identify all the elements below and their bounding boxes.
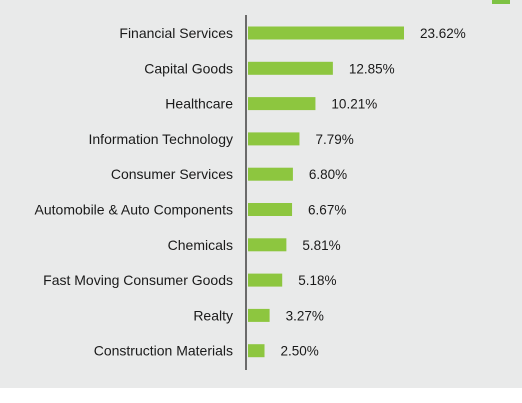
value-label-chemicals: 5.81% [302,238,340,253]
category-label-realty: Realty [193,307,233,323]
value-label-realty: 3.27% [286,308,324,323]
chart-panel: Financial Services 23.62% Capital Goods 12.… [0,0,522,388]
value-label-healthcare: 10.21% [331,97,377,112]
value-label-information-technology: 7.79% [315,132,353,147]
bar-healthcare [248,97,316,111]
value-label-construction-materials: 2.50% [281,344,319,359]
category-label-information-technology: Information Technology [89,131,234,147]
value-label-consumer-services: 6.80% [309,167,347,182]
bar-construction-materials [248,344,265,358]
bar-consumer-services [248,167,293,181]
bar-fast-moving-consumer-goods [248,273,283,287]
value-label-automobile-and-auto-components: 6.67% [308,203,346,218]
bar-chemicals [248,238,287,252]
category-label-construction-materials: Construction Materials [94,343,233,359]
bar-information-technology [248,132,300,146]
category-label-fast-moving-consumer-goods: Fast Moving Consumer Goods [43,272,233,288]
corner-accent-mark [492,0,510,4]
bar-automobile-and-auto-components [248,203,293,216]
bar-financial-services [248,26,404,40]
category-label-chemicals: Chemicals [168,237,233,253]
value-label-capital-goods: 12.85% [349,61,395,76]
category-label-capital-goods: Capital Goods [144,60,233,76]
category-label-consumer-services: Consumer Services [111,166,233,182]
category-label-automobile-and-auto-components: Automobile & Auto Components [35,202,233,218]
category-label-financial-services: Financial Services [119,25,233,41]
category-label-healthcare: Healthcare [165,96,233,112]
value-label-fast-moving-consumer-goods: 5.18% [298,273,336,288]
bar-realty [248,308,270,322]
sector-allocation-chart: Financial Services 23.62% Capital Goods 12.… [35,15,466,370]
value-label-financial-services: 23.62% [420,26,466,41]
bar-capital-goods [248,61,333,75]
